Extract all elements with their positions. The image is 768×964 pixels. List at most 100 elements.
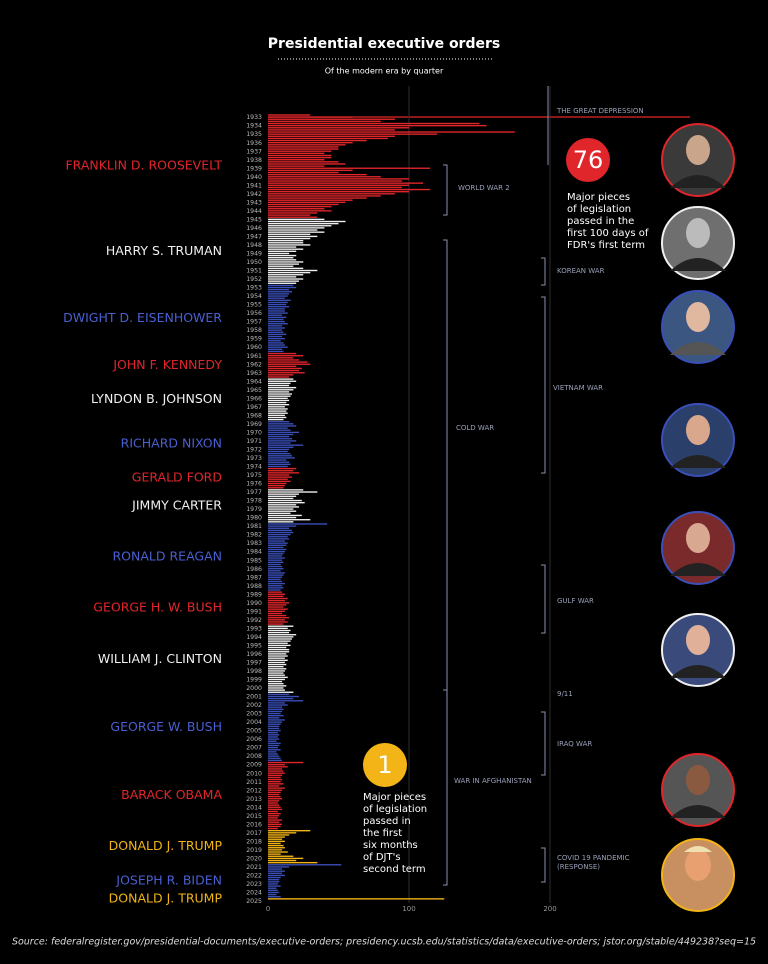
bar	[268, 791, 281, 794]
bar	[268, 712, 281, 715]
bar	[268, 124, 487, 127]
bar	[268, 557, 285, 559]
y-tick-label: 1969	[246, 421, 262, 428]
bar	[268, 176, 381, 178]
y-tick-label: 1962	[246, 361, 262, 368]
bar	[268, 548, 287, 551]
bar	[268, 527, 290, 529]
bar	[268, 318, 284, 321]
bar	[268, 636, 294, 638]
bar	[268, 781, 281, 783]
bar	[268, 455, 292, 457]
bar	[268, 352, 297, 355]
bar	[268, 570, 281, 572]
y-tick-label: 1997	[246, 659, 262, 666]
bar	[268, 433, 294, 436]
bar	[268, 819, 283, 821]
bar	[268, 378, 294, 380]
y-tick-label: 1934	[246, 123, 262, 130]
y-tick-label: 1994	[246, 634, 262, 641]
bar	[268, 244, 311, 246]
bar	[268, 259, 297, 261]
bar	[268, 425, 297, 427]
bar	[268, 359, 300, 361]
bar	[268, 220, 346, 223]
bar	[268, 521, 294, 523]
y-tick-label: 1954	[246, 293, 262, 300]
bar	[268, 233, 311, 235]
bar	[268, 299, 291, 302]
bar	[268, 327, 285, 329]
bracket	[541, 711, 546, 776]
bar	[268, 340, 281, 342]
bar	[268, 440, 297, 442]
bar	[268, 542, 288, 544]
bar	[268, 148, 339, 150]
bar	[268, 325, 283, 327]
bar	[268, 729, 281, 732]
bar	[268, 167, 431, 169]
bar	[268, 303, 287, 306]
x-tick-label: 0	[266, 905, 270, 913]
bar	[268, 612, 283, 615]
bar	[268, 544, 287, 546]
bar	[268, 504, 297, 506]
bar	[268, 608, 288, 610]
bar	[268, 335, 283, 338]
bar	[268, 169, 353, 172]
bar	[268, 719, 285, 721]
bar	[268, 489, 304, 491]
bar	[268, 410, 287, 412]
bar	[268, 129, 395, 131]
bar	[268, 438, 292, 440]
president-label: FRANKLIN D. ROOSEVELT	[65, 158, 222, 173]
annotation: VIETNAM WAR	[553, 384, 603, 392]
bar	[268, 580, 283, 583]
y-tick-label: 1984	[246, 549, 262, 556]
bar	[268, 380, 297, 382]
annotation: KOREAN WAR	[557, 267, 605, 275]
bar	[268, 574, 284, 576]
bar	[268, 683, 284, 685]
bar	[268, 252, 290, 255]
y-tick-label: 1982	[246, 532, 262, 539]
callout-number: 1	[377, 751, 392, 779]
bar	[268, 761, 304, 764]
bar	[268, 435, 290, 438]
bar	[268, 210, 332, 212]
bar	[268, 403, 290, 406]
bar	[268, 851, 288, 853]
bar	[268, 753, 278, 755]
y-tick-label: 1961	[246, 353, 262, 360]
bar	[268, 235, 318, 238]
bar	[268, 847, 285, 849]
bar	[268, 787, 285, 789]
bar	[268, 736, 278, 738]
bar	[268, 431, 300, 434]
bar	[268, 874, 285, 877]
bar	[268, 665, 284, 668]
bar	[268, 840, 285, 843]
bar	[268, 497, 294, 500]
bar	[268, 732, 278, 734]
bar	[268, 331, 284, 333]
y-tick-label: 1973	[246, 455, 262, 462]
bar	[268, 195, 381, 197]
president-label: DONALD J. TRUMP	[109, 838, 223, 853]
bar	[268, 376, 290, 378]
bar	[268, 446, 294, 448]
bar	[268, 717, 280, 719]
bar	[268, 499, 302, 502]
bar	[268, 529, 292, 532]
bar	[268, 372, 305, 374]
president-label: LYNDON B. JOHNSON	[91, 391, 222, 406]
bar	[268, 510, 297, 512]
y-tick-label: 1970	[246, 429, 262, 436]
y-tick-label: 1991	[246, 608, 262, 615]
bar	[268, 678, 285, 681]
y-tick-label: 1966	[246, 395, 262, 402]
callout-text: of DJT's	[363, 852, 401, 863]
bar	[268, 887, 277, 889]
bar	[268, 770, 284, 772]
